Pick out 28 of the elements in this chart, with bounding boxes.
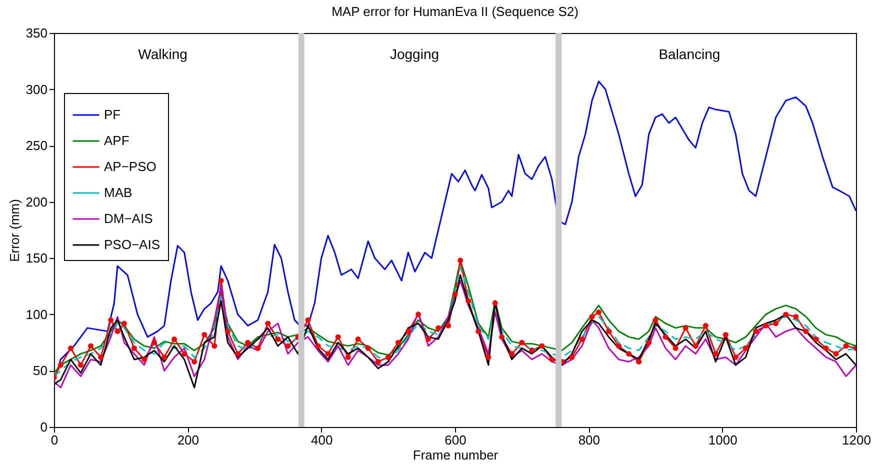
y-tick-label: 100 (26, 306, 48, 322)
legend-label: DM−AIS (104, 211, 154, 226)
legend-label: AP−PSO (104, 159, 156, 174)
legend-label: APF (104, 133, 130, 148)
y-tick-label: 300 (26, 82, 48, 97)
x-tick-label: 1000 (708, 432, 738, 448)
y-tick-label: 50 (33, 363, 48, 378)
chart-title: MAP error for HumanEva II (Sequence S2) (332, 4, 578, 19)
line-series (54, 80, 856, 383)
y-tick-label: 200 (26, 194, 48, 210)
x-tick-label: 800 (578, 432, 600, 448)
y-tick-label: 350 (26, 26, 48, 40)
x-tick-label: 400 (310, 432, 333, 448)
y-tick-label: 150 (26, 250, 48, 266)
legend-label: PSO−AIS (104, 237, 160, 252)
y-axis-title: Error (mm) (6, 199, 22, 262)
y-tick-label: 250 (26, 138, 48, 154)
x-tick-label: 200 (177, 432, 200, 448)
annotation: Balancing (658, 46, 720, 62)
x-tick-label: 1200 (842, 432, 871, 448)
annotation: Walking (138, 46, 188, 62)
x-tick-label: 0 (50, 432, 58, 448)
legend-label: MAB (104, 185, 132, 200)
annotation: Jogging (390, 46, 440, 62)
x-tick-label: 600 (444, 432, 466, 448)
legend-label: PF (104, 107, 121, 122)
x-axis-title: Frame number (412, 448, 499, 462)
y-tick-label: 0 (40, 420, 48, 434)
